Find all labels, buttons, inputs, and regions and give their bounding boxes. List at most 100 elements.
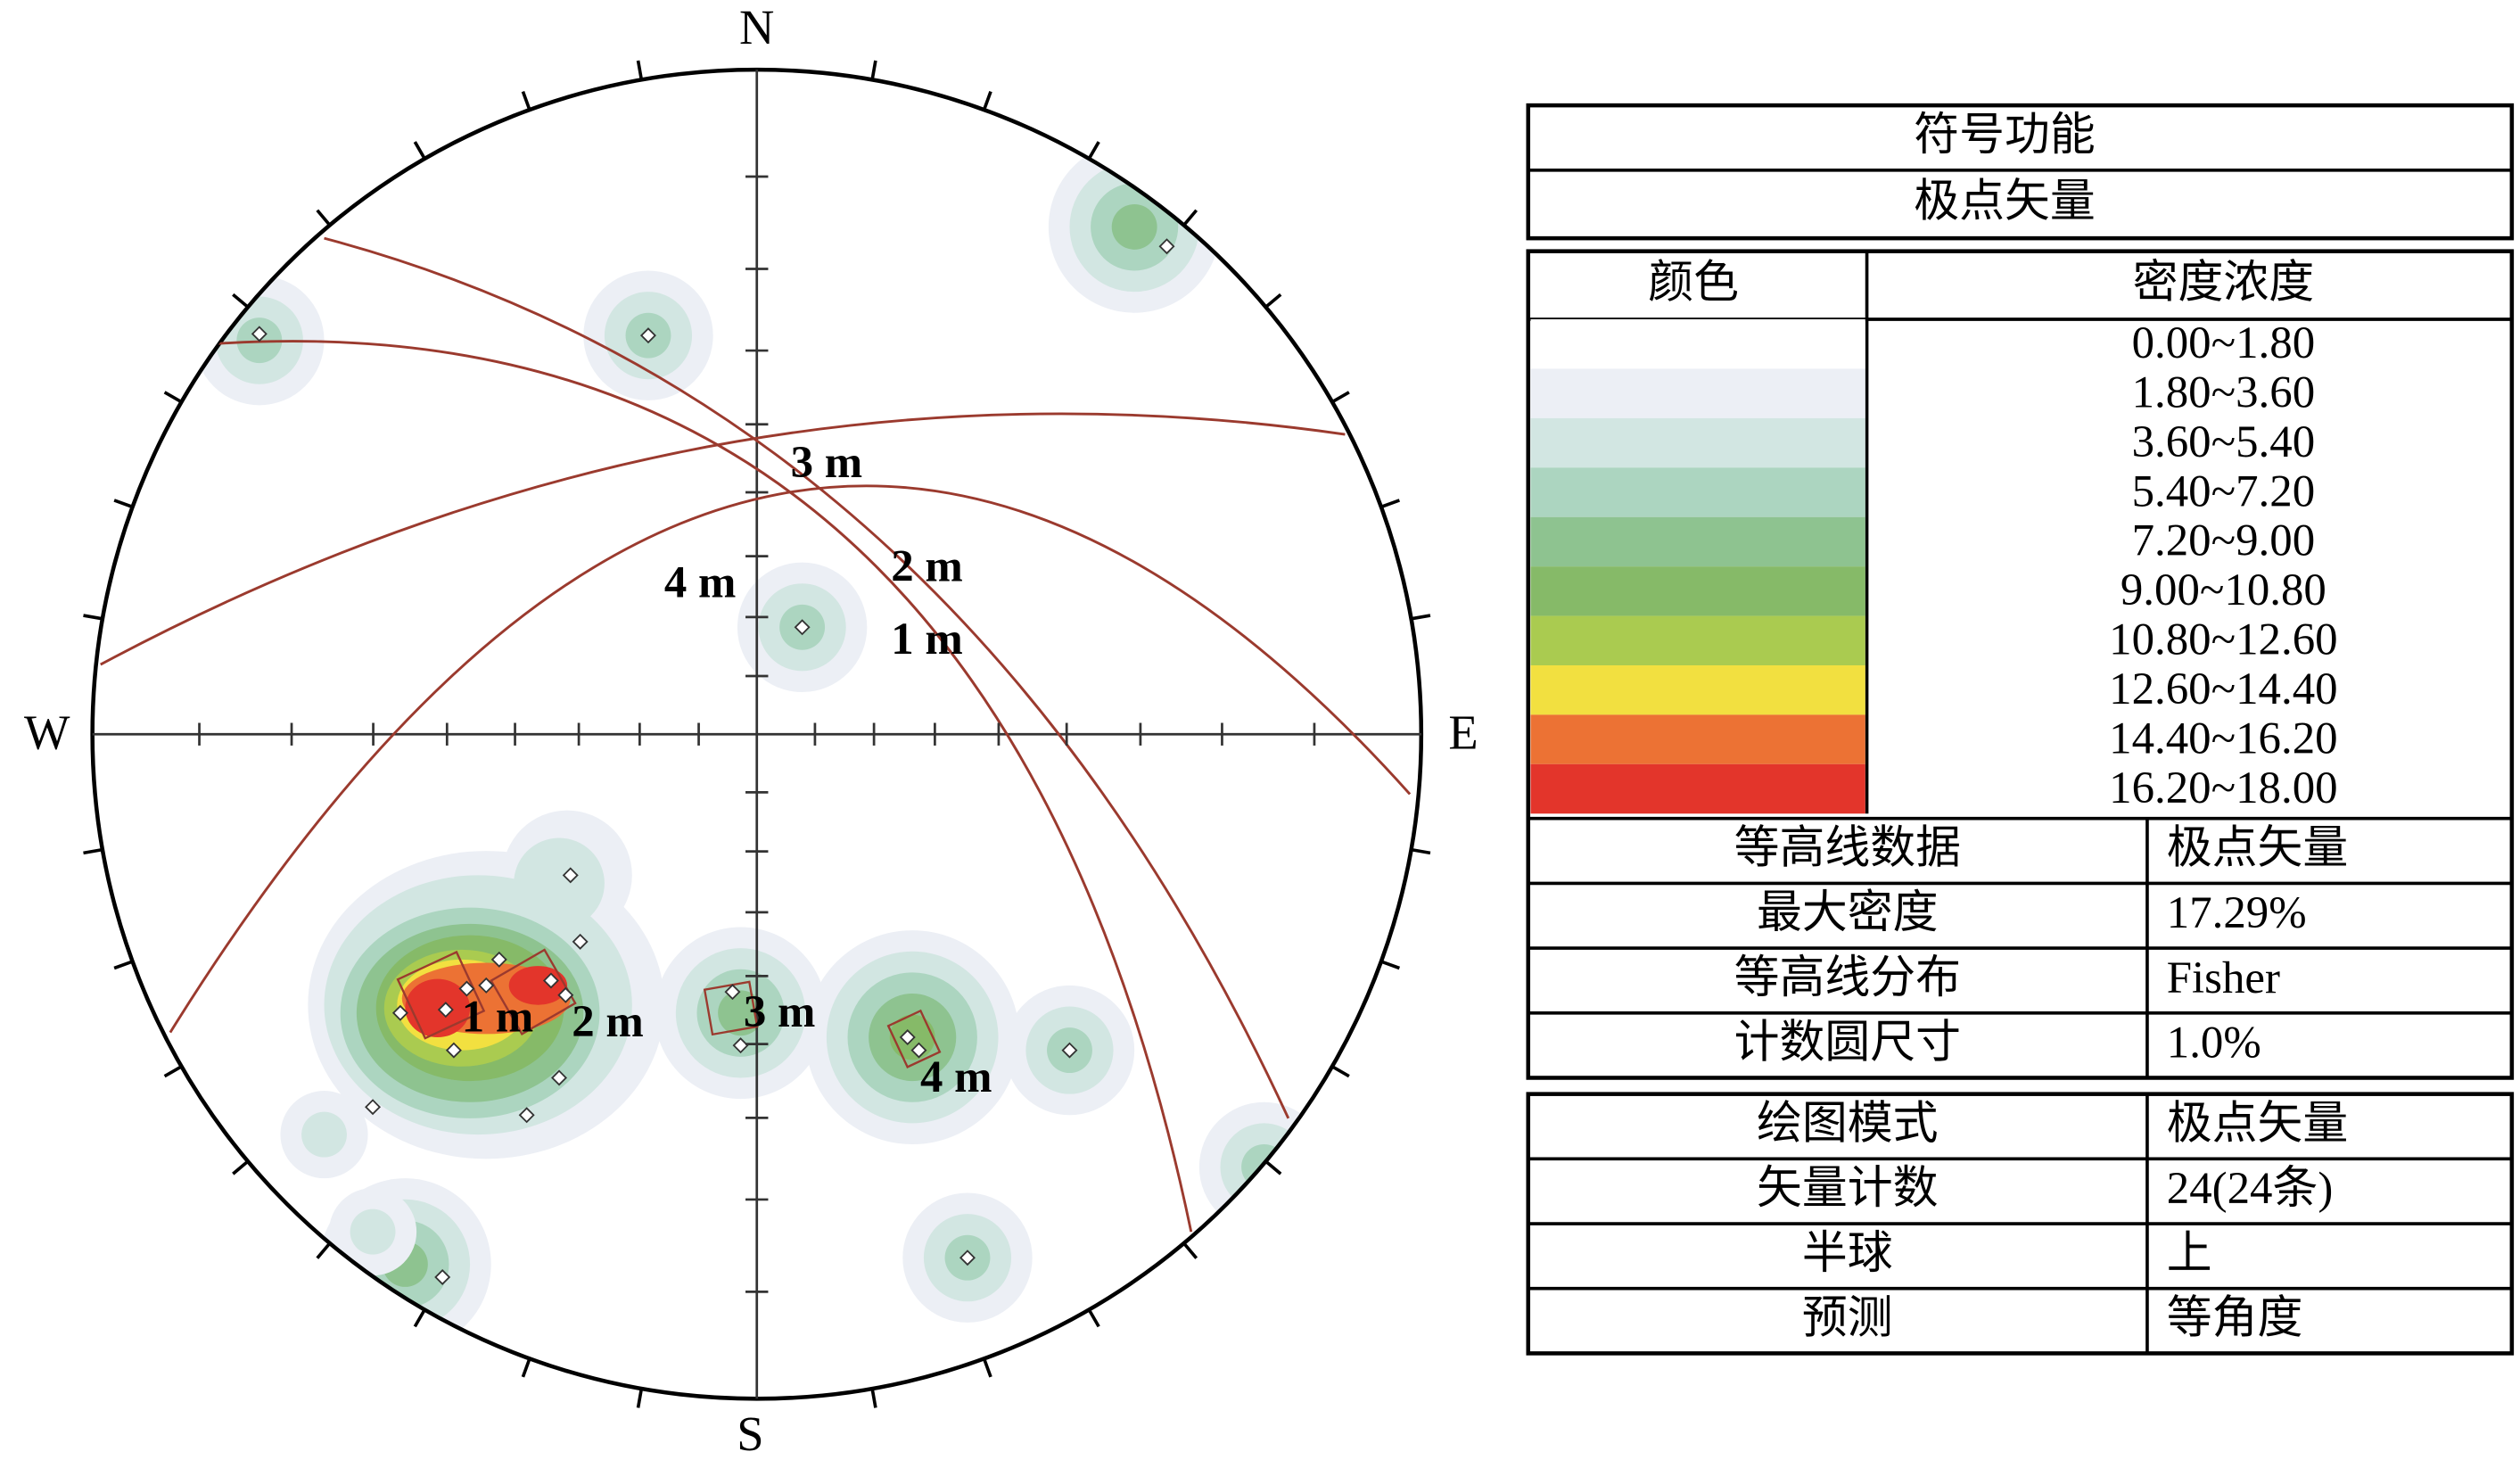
pole [437, 1002, 454, 1019]
color-swatch [1530, 714, 1865, 764]
range-label: 14.40~16.20 [2109, 714, 2337, 763]
info-key: 最大密度 [1757, 888, 1939, 938]
pole-markers [396, 948, 942, 1068]
rim-tick [870, 1388, 877, 1408]
info-value: Fisher [2167, 953, 2280, 1003]
pole [732, 1037, 749, 1054]
pole-label: 3 m [744, 987, 816, 1037]
great-circle [100, 412, 1346, 666]
info-key: 矢量计数 [1757, 1164, 1939, 1214]
pole [639, 327, 656, 344]
column-header: 颜色 [1648, 258, 1739, 308]
great-circle [324, 236, 1290, 1119]
pole [458, 980, 475, 997]
density-zone [405, 978, 471, 1038]
pole-label: 4 m [920, 1052, 992, 1102]
pole [572, 933, 589, 950]
pole [445, 1042, 462, 1059]
info-key: 等高线数据 [1734, 824, 1961, 874]
pole-label: 1 m [462, 993, 534, 1043]
rim-tick [521, 1357, 531, 1378]
pole [391, 1004, 408, 1021]
pole [490, 951, 507, 968]
info-key: 等高线分布 [1734, 953, 1961, 1003]
rim-tick [982, 1357, 992, 1378]
pole [518, 1107, 535, 1124]
info-key: 半球 [1802, 1229, 1893, 1279]
rim-tick [1182, 209, 1198, 227]
color-swatch [1530, 516, 1865, 567]
rim-tick [1087, 1308, 1100, 1328]
compass-label: N [739, 0, 774, 54]
rim-tick [1331, 1065, 1350, 1078]
range-label: 9.00~10.80 [2121, 565, 2326, 615]
pole [365, 1099, 382, 1116]
density-zone [350, 1208, 396, 1255]
color-swatch [1530, 664, 1865, 715]
info-value: 极点矢量 [2167, 1099, 2349, 1149]
compass-label: S [737, 1406, 763, 1460]
pole-box [703, 980, 759, 1036]
pole [794, 619, 811, 636]
rim-tick [163, 1065, 183, 1078]
range-label: 7.20~9.00 [2132, 516, 2316, 566]
pole [542, 972, 559, 989]
rim-tick [232, 293, 250, 309]
great-circle [194, 340, 1193, 1233]
pole [562, 867, 579, 884]
rim-tick [636, 1388, 644, 1408]
rim-tick [232, 1159, 250, 1175]
column-header: 密度浓度 [2133, 258, 2315, 308]
color-swatch [1530, 566, 1865, 616]
pole [959, 1250, 976, 1266]
pole [1061, 1042, 1078, 1059]
info-value: 17.29% [2167, 888, 2307, 938]
rim-tick [1264, 1159, 1282, 1175]
rim-tick [636, 60, 644, 80]
info-key: 绘图模式 [1757, 1099, 1939, 1149]
pole [899, 1029, 916, 1046]
range-label: 5.40~7.20 [2132, 466, 2316, 516]
rim-tick [982, 90, 992, 111]
ticks [83, 60, 1431, 1408]
range-label: 12.60~14.40 [2109, 664, 2337, 714]
pole-label: 2 m [572, 997, 644, 1047]
pole [434, 1269, 451, 1286]
rim-tick [83, 847, 103, 855]
color-swatch [1530, 615, 1865, 665]
pole [557, 986, 574, 1003]
rim-tick [413, 1308, 426, 1328]
pole [1158, 238, 1175, 255]
rim-tick [163, 391, 183, 404]
density-zone [514, 837, 605, 929]
rim-tick [316, 1241, 332, 1259]
density-zone [1111, 203, 1157, 250]
info-value: 等角度 [2167, 1294, 2303, 1344]
legend-subtitle: 极点矢量 [1914, 177, 2096, 227]
range-label: 1.80~3.60 [2132, 367, 2316, 417]
net-frame [90, 67, 1424, 1401]
rim-tick [1182, 1241, 1198, 1259]
pole [251, 326, 268, 342]
plane-label: 4 m [664, 558, 737, 608]
rim-tick [1411, 847, 1431, 855]
info-value: 极点矢量 [2167, 824, 2349, 874]
legend-tables: 符号功能 极点矢量 颜色 密度浓度 0.00~1.801.80~3.603.60… [1526, 103, 2515, 1356]
range-label: 16.20~18.00 [2109, 763, 2337, 813]
rim-tick [1331, 391, 1350, 404]
pole [724, 984, 741, 1001]
range-label: 0.00~1.80 [2132, 318, 2316, 368]
rim-tick [1264, 293, 1282, 309]
rim-tick [413, 141, 426, 160]
rim-tick [1380, 960, 1400, 970]
density-contours [194, 141, 1330, 1350]
plane-label: 3 m [791, 438, 863, 488]
rim-tick [1087, 141, 1100, 160]
info-key: 预测 [1802, 1294, 1893, 1344]
info-value: 24(24条) [2167, 1164, 2334, 1214]
color-swatch [1530, 763, 1865, 814]
info-key: 计数圆尺寸 [1734, 1019, 1961, 1068]
pole [478, 977, 495, 994]
compass-label: W [24, 705, 70, 759]
